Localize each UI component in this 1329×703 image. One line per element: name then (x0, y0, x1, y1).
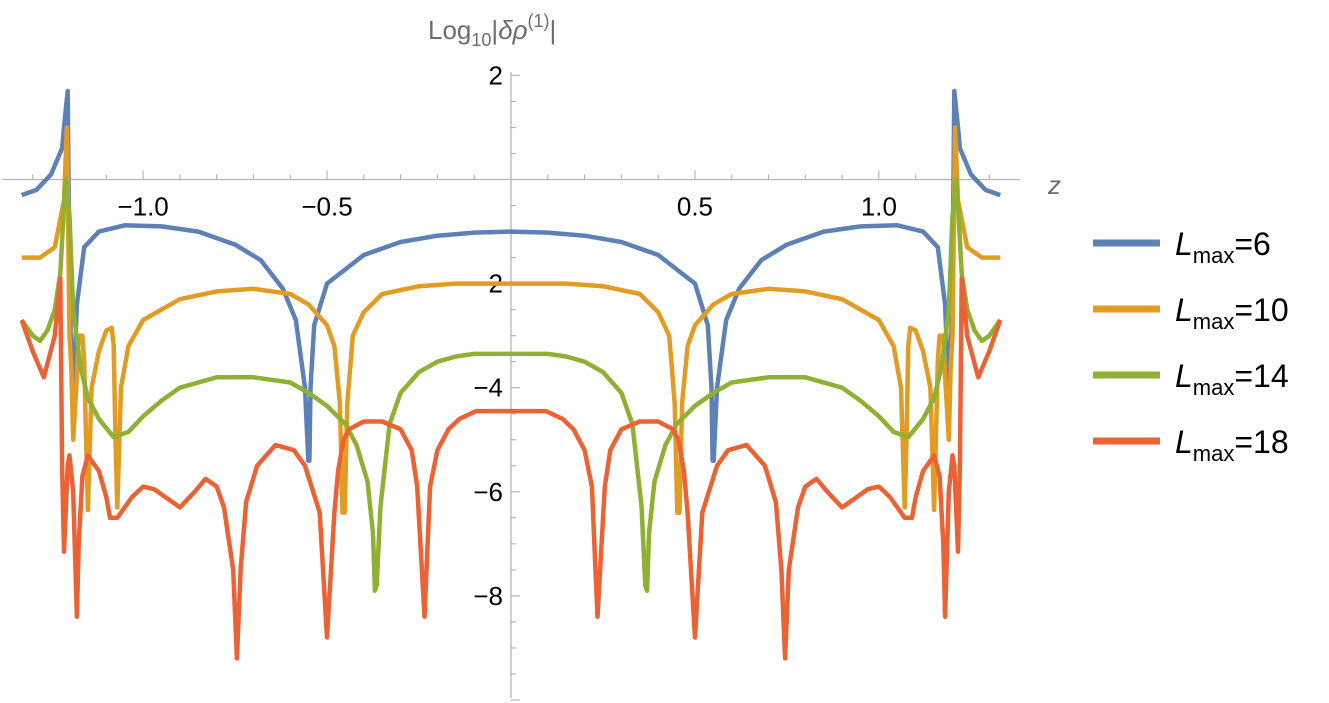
y-axis-title-log: Log (428, 15, 471, 45)
legend-label-main: L (1175, 226, 1193, 262)
y-minor-ticks (511, 74, 520, 701)
y-ticks: 2−2−4−6−8 (473, 60, 503, 610)
series-line-lmax-6 (20, 88, 1002, 463)
legend-label-value: =14 (1234, 358, 1288, 394)
x-tick-label: 0.5 (677, 192, 713, 222)
legend-label-sub: max (1193, 309, 1235, 334)
x-tick-label: −1.0 (117, 192, 168, 222)
y-axis-title-sup: (1) (528, 11, 550, 31)
y-tick-label: 2 (489, 60, 503, 90)
legend-label-main: L (1175, 292, 1193, 328)
legend-item-lmax-10: Lmax=10 (1093, 292, 1289, 334)
legend-label-sub: max (1193, 441, 1235, 466)
legend-label-sub: max (1193, 375, 1235, 400)
legend-item-lmax-6: Lmax=6 (1093, 226, 1271, 268)
series-line-lmax-18 (19, 276, 1003, 661)
legend-label: Lmax=14 (1175, 358, 1289, 400)
x-tick-label: 1.0 (861, 192, 897, 222)
legend-label: Lmax=10 (1175, 292, 1289, 334)
y-axis-title-symbol: δρ (498, 15, 527, 45)
legend-item-lmax-18: Lmax=18 (1093, 424, 1289, 466)
legend-item-lmax-14: Lmax=14 (1093, 358, 1289, 400)
y-axis-title-sub: 10 (471, 30, 491, 50)
y-axis-title: Log10|δρ(1)| (428, 11, 556, 50)
y-tick-label: −8 (473, 581, 503, 611)
legend-label-main: L (1175, 358, 1193, 394)
legend-label-value: =10 (1234, 292, 1288, 328)
legend-label-value: =6 (1234, 226, 1270, 262)
legend-label: Lmax=6 (1175, 226, 1271, 268)
legend-label-sub: max (1193, 243, 1235, 268)
x-minor-ticks (32, 170, 990, 180)
series-line-lmax-10 (21, 125, 1001, 515)
legend-label-value: =18 (1234, 424, 1288, 460)
legend-label: Lmax=18 (1175, 424, 1289, 466)
y-axis-title-bar-open: | (491, 15, 498, 45)
series-layer (19, 88, 1003, 661)
y-axis-title-bar-close: | (550, 15, 557, 45)
y-tick-label: −4 (473, 373, 503, 403)
series-line-lmax-14 (19, 177, 1003, 593)
x-tick-label: −0.5 (301, 192, 352, 222)
y-tick-label: −6 (473, 477, 503, 507)
x-ticks: −1.0 −0.5 0.5 1.0 (117, 192, 897, 222)
axes: −1.0 −0.5 0.5 1.0 2−2−4−6−8 (2, 60, 1020, 701)
x-axis-title: z (1047, 170, 1061, 200)
legend-label-main: L (1175, 424, 1193, 460)
